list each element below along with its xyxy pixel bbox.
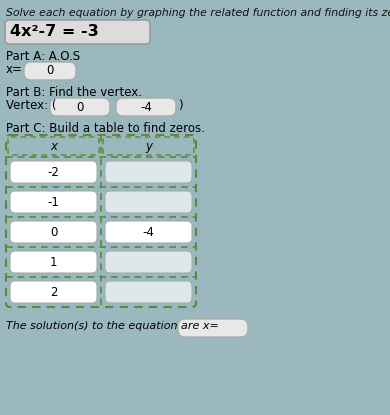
FancyBboxPatch shape <box>116 98 176 116</box>
Text: -4: -4 <box>143 225 154 239</box>
Text: Part C: Build a table to find zeros.: Part C: Build a table to find zeros. <box>6 122 205 135</box>
Text: 0: 0 <box>46 64 54 78</box>
Text: -1: -1 <box>48 195 59 208</box>
FancyBboxPatch shape <box>24 62 76 80</box>
Text: x=: x= <box>6 63 23 76</box>
Text: 4x²-7 = -3: 4x²-7 = -3 <box>10 24 99 39</box>
FancyBboxPatch shape <box>105 191 192 213</box>
Text: Part B: Find the vertex.: Part B: Find the vertex. <box>6 86 142 99</box>
FancyBboxPatch shape <box>10 191 97 213</box>
Text: ): ) <box>178 99 183 112</box>
FancyBboxPatch shape <box>105 251 192 273</box>
FancyBboxPatch shape <box>50 98 110 116</box>
FancyBboxPatch shape <box>105 221 192 243</box>
FancyBboxPatch shape <box>10 281 97 303</box>
Text: Solve each equation by graphing the related function and finding its zeros.: Solve each equation by graphing the rela… <box>6 8 390 18</box>
Text: -4: -4 <box>140 100 152 113</box>
Text: -2: -2 <box>48 166 59 178</box>
FancyBboxPatch shape <box>105 281 192 303</box>
Text: 0: 0 <box>76 100 84 113</box>
FancyBboxPatch shape <box>10 161 97 183</box>
Text: 0: 0 <box>50 225 57 239</box>
FancyBboxPatch shape <box>10 221 97 243</box>
Text: 1: 1 <box>50 256 57 269</box>
FancyBboxPatch shape <box>10 251 97 273</box>
Text: y: y <box>145 139 152 152</box>
Text: 2: 2 <box>50 286 57 298</box>
Text: Part A: A.O.S: Part A: A.O.S <box>6 50 80 63</box>
FancyBboxPatch shape <box>5 20 150 44</box>
Text: Vertex: (: Vertex: ( <box>6 99 57 112</box>
Text: The solution(s) to the equation are x=: The solution(s) to the equation are x= <box>6 321 219 331</box>
FancyBboxPatch shape <box>178 319 248 337</box>
FancyBboxPatch shape <box>105 161 192 183</box>
Text: x: x <box>50 139 57 152</box>
